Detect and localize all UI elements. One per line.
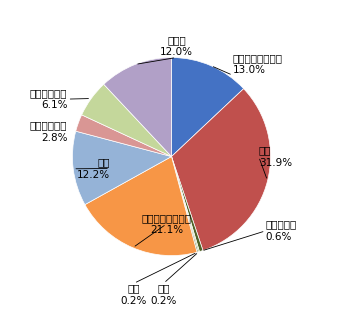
Text: 交通の利便性
2.8%: 交通の利便性 2.8%	[30, 120, 68, 143]
Text: 卒業
0.2%: 卒業 0.2%	[121, 283, 147, 306]
Text: 結婚・離婚・縁組
21.1%: 結婚・離婚・縁組 21.1%	[142, 213, 191, 235]
Text: 住宅
12.2%: 住宅 12.2%	[77, 157, 110, 180]
Text: 生活の利便性
6.1%: 生活の利便性 6.1%	[30, 88, 68, 110]
Wedge shape	[76, 115, 172, 157]
Text: 転勤
31.9%: 転勤 31.9%	[259, 145, 292, 168]
Wedge shape	[172, 89, 271, 250]
Wedge shape	[172, 157, 203, 252]
Wedge shape	[85, 157, 197, 255]
Wedge shape	[72, 131, 172, 205]
Text: その他
12.0%: その他 12.0%	[160, 35, 193, 57]
Wedge shape	[104, 57, 172, 157]
Wedge shape	[172, 57, 244, 157]
Wedge shape	[82, 84, 172, 157]
Text: 退職・廃業
0.6%: 退職・廃業 0.6%	[265, 220, 297, 242]
Wedge shape	[172, 157, 199, 252]
Text: 就職・転職・転業
13.0%: 就職・転職・転業 13.0%	[233, 53, 283, 75]
Text: 就学
0.2%: 就学 0.2%	[150, 283, 177, 306]
Wedge shape	[172, 157, 198, 252]
